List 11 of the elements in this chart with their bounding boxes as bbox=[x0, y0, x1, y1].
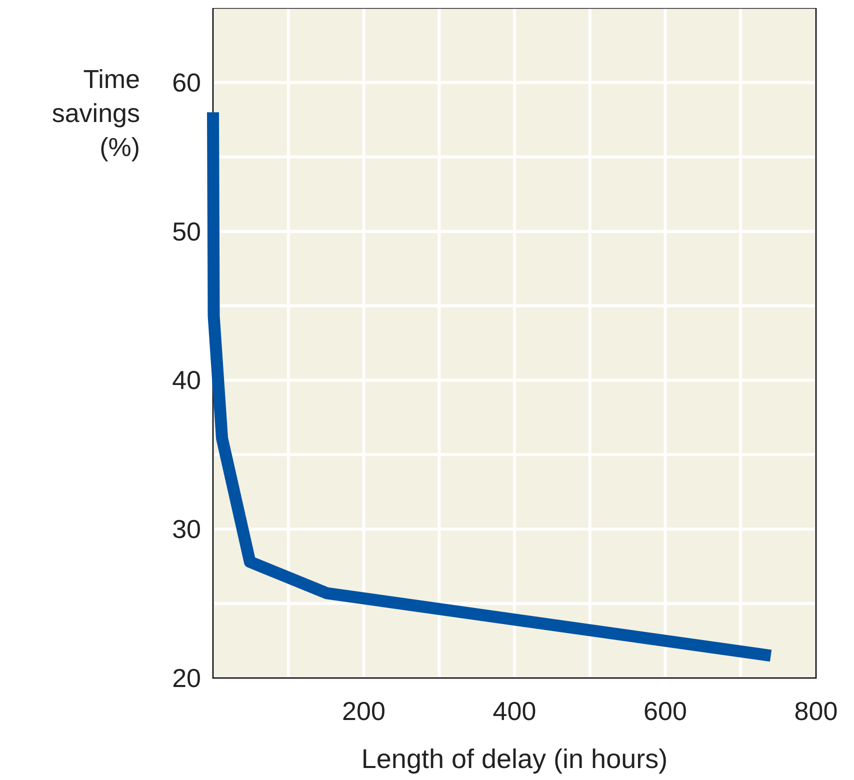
x-axis-title: Length of delay (in hours) bbox=[361, 744, 668, 774]
x-tick-label: 600 bbox=[644, 696, 687, 726]
x-tick-label: 200 bbox=[342, 696, 386, 726]
y-tick-label: 40 bbox=[172, 365, 201, 396]
x-tick-label: 400 bbox=[492, 696, 536, 726]
x-tick-label: 800 bbox=[794, 696, 838, 726]
y-tick-label: 30 bbox=[172, 514, 201, 544]
y-tick-label: 50 bbox=[172, 216, 201, 246]
y-tick-label: 20 bbox=[172, 663, 201, 693]
y-tick-label: 60 bbox=[172, 67, 201, 98]
y-axis-title: Time savings (%) bbox=[52, 64, 140, 162]
